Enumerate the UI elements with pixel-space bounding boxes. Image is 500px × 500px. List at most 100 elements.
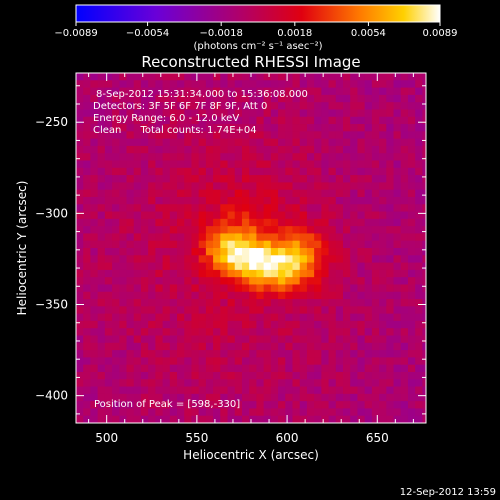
heatmap-cell xyxy=(112,204,120,213)
heatmap-cell xyxy=(184,371,193,380)
heatmap-cell xyxy=(213,102,221,111)
heatmap-cell xyxy=(321,393,330,402)
heatmap-cell xyxy=(213,204,221,213)
heatmap-cell xyxy=(198,80,207,89)
heatmap-cell xyxy=(126,342,135,351)
heatmap-cell xyxy=(155,240,164,249)
heatmap-cell xyxy=(335,175,344,183)
heatmap-cell xyxy=(371,116,380,125)
heatmap-cell xyxy=(263,364,272,373)
heatmap-cell xyxy=(415,364,423,373)
heatmap-cell xyxy=(177,189,185,198)
heatmap-cell xyxy=(306,299,315,307)
annotation-time-range: 8-Sep-2012 15:31:34.000 to 15:36:08.000 xyxy=(96,89,308,100)
heatmap-cell xyxy=(292,204,301,213)
heatmap-cell xyxy=(292,211,301,220)
heatmap-cell xyxy=(249,255,258,264)
heatmap-cell xyxy=(169,189,178,198)
heatmap-cell xyxy=(292,386,301,395)
heatmap-cell xyxy=(263,87,272,96)
heatmap-cell xyxy=(299,284,308,293)
heatmap-cell xyxy=(256,94,265,103)
heatmap-cell xyxy=(119,196,128,205)
heatmap-cell xyxy=(184,313,193,322)
heatmap-cell xyxy=(97,189,106,198)
heatmap-cell xyxy=(112,342,120,351)
heatmap-cell xyxy=(205,328,214,337)
heatmap-cell xyxy=(83,94,92,103)
heatmap-cell xyxy=(350,138,359,147)
heatmap-cell xyxy=(148,138,156,147)
heatmap-cell xyxy=(104,226,113,235)
heatmap-cell xyxy=(422,335,426,344)
heatmap-cell xyxy=(76,109,84,118)
heatmap-cell xyxy=(335,350,344,358)
heatmap-cell xyxy=(357,299,366,307)
heatmap-cell xyxy=(422,284,426,293)
heatmap-cell xyxy=(169,160,178,169)
heatmap-cell xyxy=(227,87,236,96)
heatmap-cell xyxy=(184,87,193,96)
heatmap-cell xyxy=(140,248,149,256)
heatmap-cell xyxy=(198,87,207,96)
heatmap-cell xyxy=(97,102,106,111)
heatmap-cell xyxy=(234,284,243,293)
heatmap-cell xyxy=(76,269,84,278)
heatmap-cell xyxy=(263,262,272,271)
heatmap-cell xyxy=(285,277,294,286)
heatmap-cell xyxy=(97,80,106,89)
heatmap-cell xyxy=(140,313,149,322)
heatmap-cell xyxy=(220,299,229,307)
heatmap-cell xyxy=(104,386,113,395)
heatmap-cell xyxy=(198,320,207,329)
heatmap-cell xyxy=(133,386,142,395)
heatmap-cell xyxy=(285,233,294,242)
heatmap-cell xyxy=(249,175,258,183)
heatmap-cell xyxy=(379,167,387,176)
heatmap-cell xyxy=(90,415,99,423)
heatmap-cell xyxy=(379,320,387,329)
colorbar-tick-label: 0.0018 xyxy=(277,28,312,39)
heatmap-cell xyxy=(263,233,272,242)
heatmap-cell xyxy=(177,138,185,147)
heatmap-cell xyxy=(198,415,207,423)
heatmap-cell xyxy=(321,364,330,373)
heatmap-cell xyxy=(371,393,380,402)
heatmap-cell xyxy=(198,284,207,293)
heatmap-cell xyxy=(119,109,128,118)
heatmap-cell xyxy=(155,262,164,271)
heatmap-cell xyxy=(169,262,178,271)
heatmap-cell xyxy=(249,160,258,169)
heatmap-cell xyxy=(148,255,156,264)
heatmap-cell xyxy=(227,189,236,198)
heatmap-cell xyxy=(191,364,200,373)
heatmap-cell xyxy=(393,145,402,154)
heatmap-cell xyxy=(234,313,243,322)
heatmap-cell xyxy=(205,393,214,402)
heatmap-cell xyxy=(140,386,149,395)
heatmap-cell xyxy=(126,233,135,242)
heatmap-cell xyxy=(76,116,84,125)
heatmap-cell xyxy=(213,153,221,162)
heatmap-cell xyxy=(400,350,409,358)
heatmap-cell xyxy=(285,248,294,256)
heatmap-cell xyxy=(220,138,229,147)
heatmap-cell xyxy=(422,80,426,89)
heatmap-cell xyxy=(119,262,128,271)
heatmap-cell xyxy=(119,313,128,322)
heatmap-cell xyxy=(364,233,373,242)
heatmap-cell xyxy=(76,189,84,198)
heatmap-cell xyxy=(393,248,402,256)
heatmap-cell xyxy=(407,138,416,147)
heatmap-cell xyxy=(148,94,156,103)
heatmap-cell xyxy=(97,248,106,256)
heatmap-cell xyxy=(112,138,120,147)
heatmap-cell xyxy=(148,189,156,198)
heatmap-cell xyxy=(263,328,272,337)
heatmap-cell xyxy=(162,211,171,220)
heatmap-cell xyxy=(328,145,337,154)
heatmap-cell xyxy=(140,116,149,125)
heatmap-cell xyxy=(292,124,301,132)
heatmap-cell xyxy=(299,138,308,147)
heatmap-cell xyxy=(285,211,294,220)
